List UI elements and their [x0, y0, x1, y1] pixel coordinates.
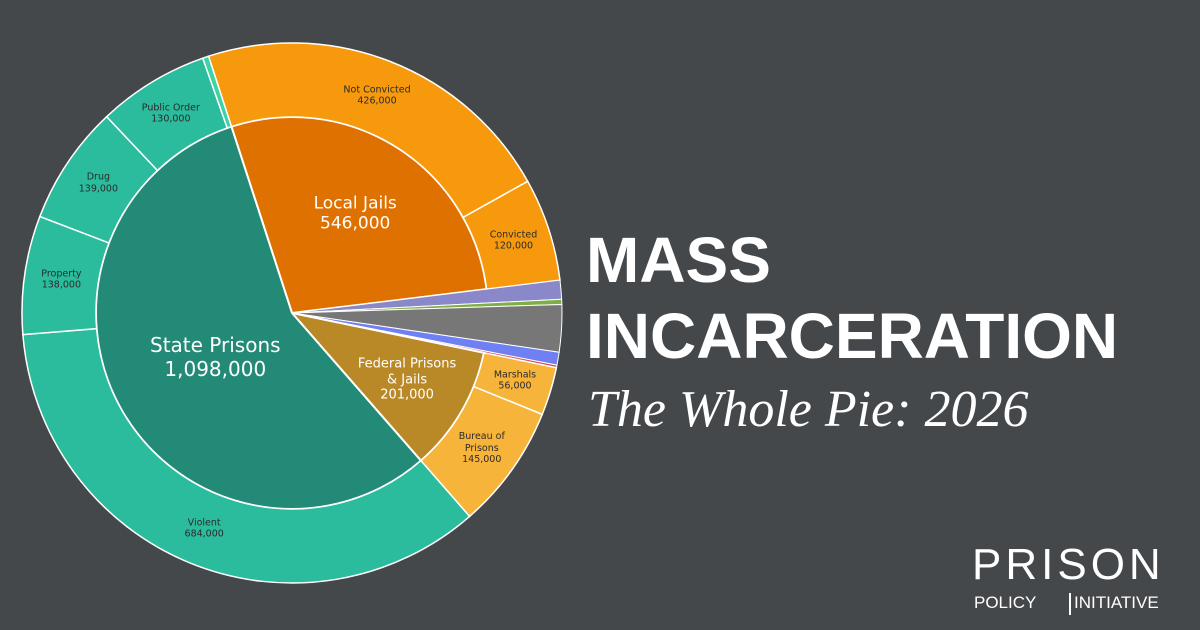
subtitle: The Whole Pie: 2026 [588, 381, 1029, 438]
label-value: 201,000 [380, 388, 434, 403]
logo-text: POLICY [974, 593, 1037, 612]
label-name: Drug [86, 171, 111, 183]
slice-label: Property 138,000 [41, 268, 81, 291]
label-name: Violent [187, 517, 221, 529]
logo-text: INITIATIVE [1074, 593, 1159, 612]
outer-slice [22, 327, 471, 584]
slice-label: Federal Prisons & Jails 201,000 [352, 357, 462, 404]
label-value: 426,000 [357, 96, 397, 108]
logo-divider [1069, 593, 1071, 615]
slice-label: Marshals 56,000 [494, 369, 536, 392]
slice-label: Bureau of Prisons 145,000 [447, 431, 517, 465]
logo-name: PRISON [972, 540, 1165, 589]
label-name: Convicted [489, 229, 538, 241]
slice-label: Public Order 130,000 [142, 103, 200, 126]
slice-label: Not Convicted 426,000 [343, 85, 410, 108]
slice-label: State Prisons 1,098,000 [150, 333, 281, 381]
title: MASS INCARCERATION [586, 224, 1119, 372]
label-name: Local Jails [313, 193, 397, 214]
label-name: Public Order [141, 102, 200, 114]
label-value: 1,098,000 [164, 356, 267, 381]
label-value: 145,000 [462, 453, 502, 465]
label-name: Bureau of Prisons [458, 431, 505, 454]
label-name: Marshals [493, 369, 537, 381]
outer-slice [201, 55, 233, 129]
label-name: Federal Prisons & Jails [357, 356, 457, 388]
slice-label: Violent 684,000 [185, 517, 224, 540]
slice-label: Convicted 120,000 [490, 229, 538, 252]
label-name: State Prisons [150, 332, 281, 357]
label-value: 138,000 [41, 279, 82, 291]
label-value: 130,000 [151, 113, 191, 125]
label-name: Property [41, 268, 82, 280]
sunburst [21, 42, 563, 584]
label-name: Not Convicted [343, 84, 411, 96]
label-value: 684,000 [184, 528, 224, 540]
slice-label: Drug 139,000 [79, 172, 118, 195]
slice-label: Local Jails 546,000 [314, 193, 397, 234]
label-value: 546,000 [320, 213, 391, 234]
label-value: 120,000 [493, 240, 534, 252]
label-value: 56,000 [498, 380, 532, 392]
label-value: 139,000 [78, 183, 119, 195]
